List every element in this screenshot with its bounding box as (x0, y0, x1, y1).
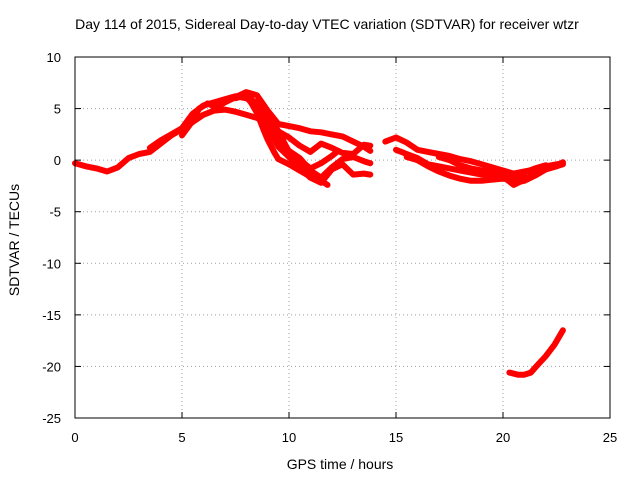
y-axis-label: SDTVAR / TECUs (6, 184, 22, 296)
series-line-1 (72, 106, 277, 175)
series-line-6 (243, 94, 374, 181)
y-tick-labels: 10 5 0 -5 -10 -15 -20 -25 (42, 50, 61, 426)
x-tick-label: 25 (603, 430, 617, 445)
x-tick-labels: 0 5 10 15 20 25 (71, 430, 617, 445)
y-tick-label: 10 (47, 50, 61, 65)
series-line-3 (179, 89, 374, 154)
x-tick-label: 15 (389, 430, 403, 445)
x-axis-label: GPS time / hours (287, 456, 394, 472)
y-tick-label: 5 (54, 102, 61, 117)
y-tick-label: 0 (54, 153, 61, 168)
tick-marks (74, 56, 611, 419)
x-tick-label: 5 (178, 430, 185, 445)
series-line-13 (489, 161, 566, 188)
y-tick-label: -5 (49, 205, 61, 220)
series-group (72, 89, 566, 378)
chart-title: Day 114 of 2015, Sidereal Day-to-day VTE… (75, 16, 579, 32)
series-line-8 (243, 91, 331, 188)
y-tick-label: -25 (42, 411, 61, 426)
y-tick-label: -20 (42, 359, 61, 374)
plot-frame (74, 56, 611, 419)
grid (75, 57, 610, 418)
x-tick-label: 10 (282, 430, 296, 445)
series-line-14 (506, 327, 566, 378)
x-tick-label: 20 (496, 430, 510, 445)
x-tick-label: 0 (71, 430, 78, 445)
y-tick-label: -15 (42, 308, 61, 323)
series-line-11 (403, 154, 549, 184)
y-tick-label: -10 (42, 256, 61, 271)
